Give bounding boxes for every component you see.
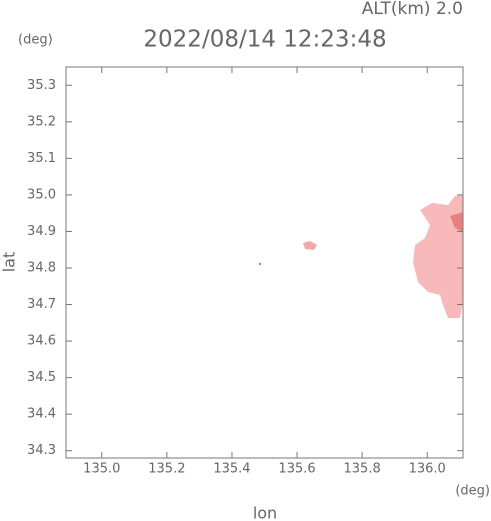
y-axis-label: lat (0, 252, 19, 273)
y-tick-label: 34.8 (27, 260, 56, 275)
x-tick-label: 135.8 (344, 462, 381, 477)
x-tick-label: 135.2 (148, 462, 185, 477)
altitude-label: ALT(km) 2.0 (362, 0, 463, 19)
x-axis-label: lon (253, 504, 277, 521)
y-tick-label: 34.4 (27, 407, 56, 422)
echo-small (303, 241, 317, 250)
x-tick-label: 136.0 (409, 462, 446, 477)
y-unit: (deg) (18, 33, 53, 48)
y-tick-label: 34.5 (27, 370, 56, 385)
echo-dot (258, 262, 262, 266)
x-tick-label: 135.6 (278, 462, 315, 477)
y-tick-label: 35.0 (27, 187, 56, 202)
y-tick-label: 35.2 (27, 114, 56, 129)
plot-frame (65, 66, 464, 459)
x-unit: (deg) (455, 484, 490, 499)
x-tick-label: 135.0 (83, 462, 120, 477)
y-tick-label: 35.1 (27, 151, 56, 166)
x-tick-label: 135.4 (213, 462, 250, 477)
y-tick-label: 34.3 (27, 443, 56, 458)
echo-core (450, 212, 463, 232)
echo-area (413, 195, 463, 318)
radar-echo (258, 195, 463, 318)
y-tick-label: 34.6 (27, 334, 56, 349)
chart-title: 2022/08/14 12:23:48 (143, 27, 386, 53)
y-tick-label: 34.9 (27, 224, 56, 239)
y-tick-label: 35.3 (27, 78, 56, 93)
y-tick-label: 34.7 (27, 297, 56, 312)
